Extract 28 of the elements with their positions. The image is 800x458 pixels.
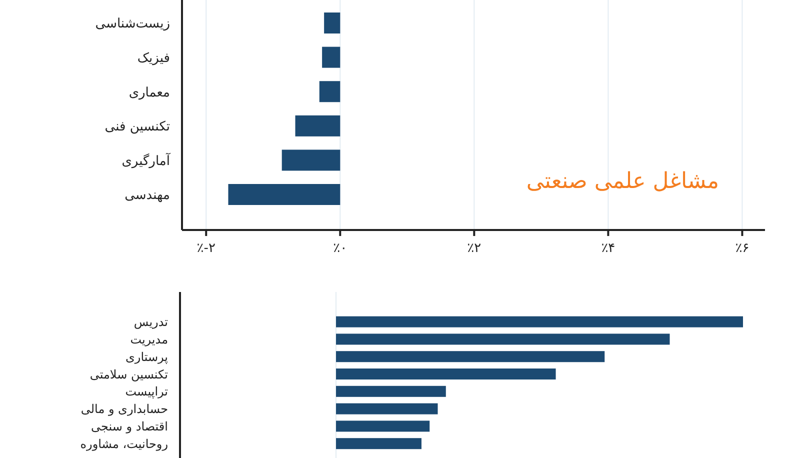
bar — [336, 386, 446, 397]
x-tick-label: ٪۲ — [467, 241, 482, 256]
x-tick-label: ٪-۲ — [196, 241, 216, 256]
bar — [336, 403, 438, 414]
y-tick-label: تکنسین سلامتی — [90, 367, 168, 382]
bar — [336, 420, 430, 432]
y-tick-label: روحانیت، مشاوره — [80, 436, 168, 451]
y-tick-label: اقتصاد و سنجی — [91, 420, 168, 434]
y-tick-label: تکنسین فنی — [104, 120, 170, 135]
bar — [336, 316, 743, 328]
y-tick-label: تراپیست — [125, 384, 168, 399]
y-tick-label: زیست‌شناسی — [95, 16, 170, 32]
text: مشاغل علمی صنعتی — [526, 169, 720, 194]
x-tick-label: ٪۴ — [601, 241, 616, 256]
y-tick-label: فیزیک — [137, 50, 170, 66]
bar — [336, 438, 422, 450]
y-tick-label: تدریس — [134, 315, 168, 330]
y-tick-label: مدیریت — [130, 332, 168, 347]
y-tick-label: آمارگیری — [122, 152, 172, 169]
bar — [336, 351, 605, 362]
y-tick-label: حسابداری و مالی — [80, 402, 168, 416]
bar — [336, 334, 670, 345]
x-tick-label: ٪۰ — [333, 241, 348, 256]
x-tick-label: ٪۶ — [735, 241, 750, 256]
y-tick-label: پرستاری — [126, 350, 168, 364]
bar — [336, 368, 556, 380]
y-tick-label: مهندسی — [124, 188, 170, 204]
y-tick-label: معماری — [128, 85, 170, 100]
